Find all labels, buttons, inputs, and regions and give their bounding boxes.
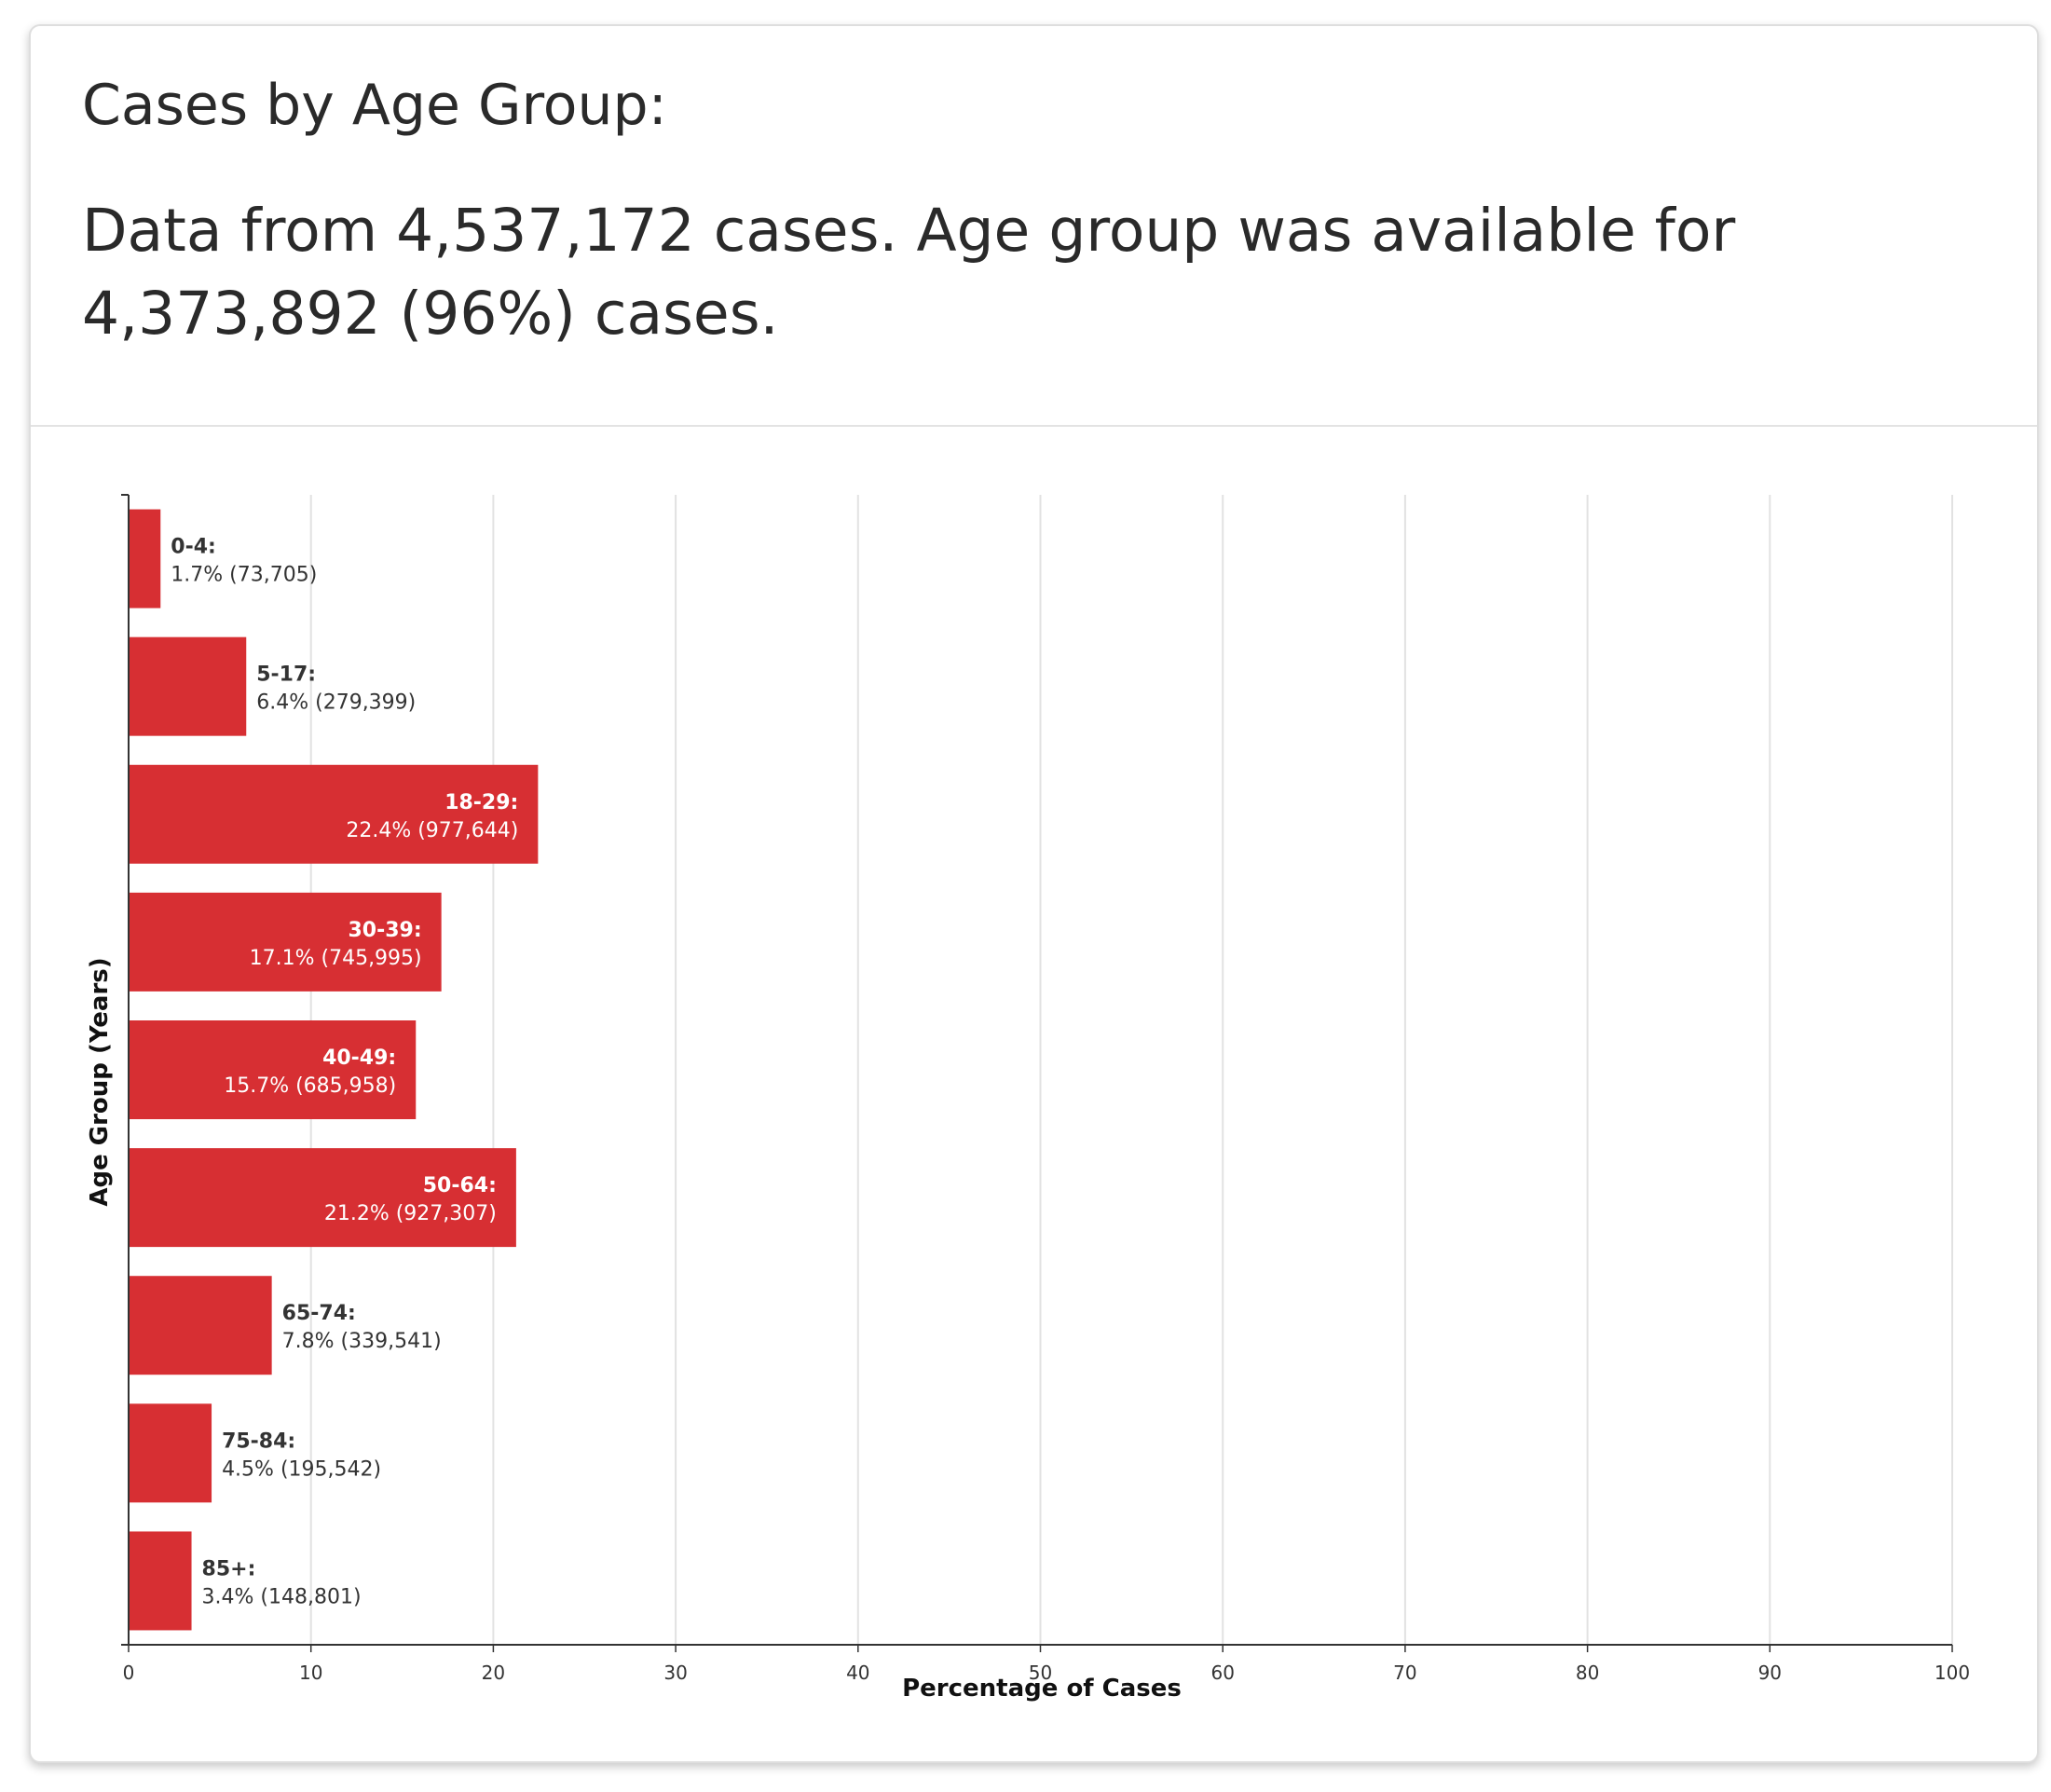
bar-label-name: 18-29: bbox=[444, 791, 518, 814]
bar-label-name: 75-84: bbox=[222, 1429, 295, 1453]
bar-label-name: 85+: bbox=[202, 1557, 256, 1580]
x-tick-label: 40 bbox=[846, 1662, 869, 1684]
bar-5-17 bbox=[130, 636, 247, 736]
data-labels: 0-4: 1.7% (73,705) 5-17: 6.4% (279,399) 18-2… bbox=[171, 536, 518, 1609]
bar-65-74 bbox=[130, 1276, 272, 1375]
bar-label-value: 17.1% (745,995) bbox=[250, 947, 422, 970]
x-tick-label: 90 bbox=[1758, 1662, 1782, 1684]
bar-30-39 bbox=[130, 892, 442, 992]
bar-label-value: 22.4% (977,644) bbox=[346, 819, 518, 842]
bar-label-name: 0-4: bbox=[171, 536, 216, 559]
bar-label-value: 3.4% (148,801) bbox=[202, 1585, 362, 1608]
bar-label-name: 65-74: bbox=[282, 1302, 356, 1325]
bar-label-name: 5-17: bbox=[256, 663, 316, 687]
age-group-bar-chart: 0-4: 1.7% (73,705) 5-17: 6.4% (279,399) 18-2… bbox=[86, 494, 1970, 1703]
bars bbox=[130, 509, 539, 1631]
x-tick-label: 100 bbox=[1935, 1662, 1970, 1684]
bar-label-value: 6.4% (279,399) bbox=[256, 691, 416, 715]
bar-label-name: 40-49: bbox=[322, 1046, 396, 1070]
bar-40-49 bbox=[130, 1020, 417, 1119]
bar-18-29 bbox=[130, 764, 539, 864]
x-tick-label: 50 bbox=[1029, 1662, 1052, 1684]
chart-card: Cases by Age Group: Data from 4,537,172 … bbox=[29, 24, 2039, 1763]
y-axis-title: Age Group (Years) bbox=[86, 957, 114, 1206]
bar-85plus bbox=[130, 1531, 192, 1631]
x-axis-title: Percentage of Cases bbox=[902, 1675, 1182, 1703]
bar-75-84 bbox=[130, 1403, 212, 1503]
card-header: Cases by Age Group: Data from 4,537,172 … bbox=[31, 26, 2037, 427]
bar-label-name: 50-64: bbox=[423, 1174, 497, 1197]
gridlines bbox=[309, 495, 1953, 1645]
x-tick-label: 30 bbox=[663, 1662, 687, 1684]
bar-label-value: 4.5% (195,542) bbox=[222, 1457, 381, 1481]
x-tick-label: 60 bbox=[1210, 1662, 1234, 1684]
bar-label-value: 1.7% (73,705) bbox=[171, 564, 317, 587]
bar-label-name: 30-39: bbox=[348, 919, 421, 942]
axes: 0 10 20 30 40 50 60 70 80 90 100 bbox=[121, 494, 1970, 1684]
x-tick-label: 0 bbox=[123, 1662, 135, 1684]
x-tick-label: 80 bbox=[1576, 1662, 1599, 1684]
bar-label-value: 21.2% (927,307) bbox=[324, 1202, 497, 1225]
x-tick-label: 10 bbox=[299, 1662, 322, 1684]
bar-label-value: 7.8% (339,541) bbox=[282, 1330, 442, 1353]
x-tick-label: 20 bbox=[482, 1662, 505, 1684]
card-title: Cases by Age Group: bbox=[82, 73, 667, 138]
bar-label-value: 15.7% (685,958) bbox=[224, 1074, 396, 1098]
bar-0-4 bbox=[130, 509, 161, 609]
card-subtitle: Data from 4,537,172 cases. Age group was… bbox=[82, 197, 1736, 348]
x-tick-label: 70 bbox=[1393, 1662, 1416, 1684]
bar-50-64 bbox=[130, 1148, 516, 1248]
